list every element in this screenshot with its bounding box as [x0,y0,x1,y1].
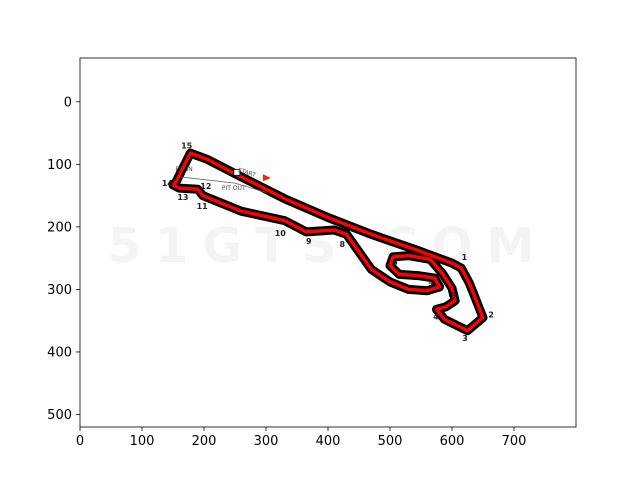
y-axis: 0 100 200 300 400 500 [47,95,80,423]
x-tick-label-200: 200 [192,434,217,449]
start-arrow [262,174,271,182]
y-tick-label-300: 300 [47,283,72,298]
corner-label-15: 15 [181,142,193,151]
racing-line [171,151,485,333]
y-tick-label-100: 100 [47,158,72,173]
corner-label-1: 1 [462,253,468,262]
start-grid-box [233,169,241,176]
corner-label-4: 4 [433,312,439,321]
x-tick-label-300: 300 [254,434,279,449]
x-tick-label-0: 0 [76,434,84,449]
corner-label-6: 6 [392,258,398,267]
y-tick-label-0: 0 [64,95,72,110]
corner-label-13: 13 [177,193,188,202]
corner-label-11: 11 [197,202,209,211]
y-tick-label-400: 400 [47,345,72,360]
x-tick-label-500: 500 [378,434,403,449]
corner-label-8: 8 [339,240,345,249]
annotation-pit-out: PIT OUT [222,185,246,192]
y-tick-label-200: 200 [47,220,72,235]
corner-label-3: 3 [462,334,468,343]
corner-label-5: 5 [450,292,456,301]
corner-label-9: 9 [306,237,312,246]
corner-label-14: 14 [162,179,174,188]
corner-label-2: 2 [488,310,494,319]
corner-label-7: 7 [428,282,434,291]
y-tick-label-500: 500 [47,408,72,423]
start-marker [233,169,271,182]
x-tick-label-400: 400 [316,434,341,449]
corner-label-10: 10 [275,229,287,238]
x-tick-label-700: 700 [502,434,527,449]
pit-lane [179,176,267,193]
corner-label-12: 12 [200,182,211,191]
x-tick-label-100: 100 [130,434,155,449]
x-tick-label-600: 600 [440,434,465,449]
annotation-pit-in: PIT IN [176,166,193,173]
x-axis: 0 100 200 300 400 500 600 700 [76,427,527,449]
